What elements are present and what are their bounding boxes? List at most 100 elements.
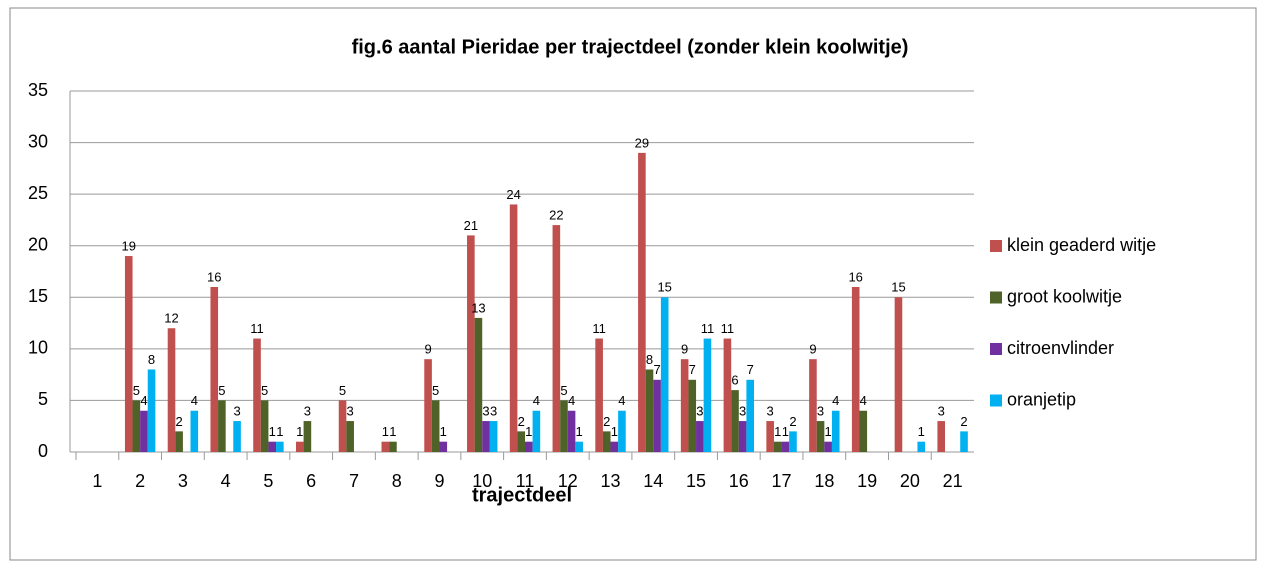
x-tick-label: 17	[772, 471, 792, 491]
bar	[474, 317, 483, 452]
bar	[851, 286, 860, 452]
bar	[723, 338, 732, 452]
data-label: 1	[525, 424, 532, 439]
data-label: 4	[140, 393, 147, 408]
data-label: 5	[261, 383, 268, 398]
bar	[253, 338, 261, 452]
bar	[731, 390, 739, 452]
bar	[190, 410, 199, 452]
data-label: 9	[424, 342, 431, 357]
chart-title: fig.6 aantal Pieridae per trajectdeel (z…	[352, 36, 909, 58]
legend-swatch	[990, 343, 1002, 355]
bar	[831, 410, 840, 452]
data-label: 1	[389, 424, 396, 439]
bar	[859, 410, 868, 452]
data-label: 9	[809, 342, 816, 357]
data-label: 1	[782, 424, 789, 439]
bar	[824, 441, 832, 452]
bar	[738, 421, 747, 452]
x-tick-label: 12	[558, 471, 578, 491]
bar	[233, 421, 241, 452]
data-label: 3	[739, 403, 746, 418]
legend-swatch	[990, 291, 1002, 304]
x-tick-label: 3	[178, 471, 188, 491]
bar	[809, 359, 817, 452]
bar	[680, 359, 689, 452]
bar	[688, 379, 697, 452]
data-label: 8	[148, 352, 155, 367]
x-tick-label: 7	[349, 471, 359, 491]
y-tick-label: 5	[38, 389, 48, 409]
data-label: 21	[464, 218, 478, 233]
bar	[567, 410, 576, 452]
data-label: 5	[560, 383, 567, 398]
x-tick-label: 11	[516, 471, 535, 491]
bar	[509, 204, 518, 452]
data-label: 4	[191, 393, 198, 408]
data-label: 3	[304, 403, 311, 418]
legend-swatch	[990, 240, 1002, 252]
data-label: 2	[789, 414, 796, 429]
bar	[560, 400, 568, 452]
bar	[210, 286, 219, 452]
data-label: 11	[701, 321, 715, 336]
bar	[175, 431, 183, 452]
bar	[467, 235, 475, 452]
data-label: 24	[506, 187, 520, 202]
data-label: 4	[860, 393, 867, 408]
y-tick-label: 35	[28, 80, 48, 100]
data-label: 4	[618, 393, 625, 408]
legend-label: citroenvlinder	[1007, 338, 1114, 358]
data-label: 1	[576, 424, 583, 439]
bar	[140, 410, 148, 452]
bar	[346, 421, 354, 452]
data-label: 1	[440, 424, 447, 439]
bar	[295, 441, 304, 452]
x-tick-label: 19	[857, 471, 877, 491]
data-label: 11	[721, 321, 735, 336]
bar	[276, 441, 284, 452]
data-label: 3	[767, 403, 774, 418]
data-label: 9	[681, 342, 688, 357]
x-tick-label: 13	[601, 471, 621, 491]
data-label: 3	[696, 403, 703, 418]
bar	[618, 410, 626, 452]
data-label: 19	[122, 238, 136, 253]
bar	[167, 328, 176, 452]
data-label: 16	[848, 269, 862, 284]
bar	[602, 431, 611, 452]
bar	[218, 400, 226, 452]
bar	[703, 338, 712, 452]
bar	[653, 379, 661, 452]
chart-border	[9, 7, 1257, 561]
y-tick-label: 0	[38, 441, 48, 461]
bar	[781, 441, 790, 452]
x-tick-label: 2	[135, 471, 145, 491]
bar	[147, 369, 156, 452]
x-tick-label: 20	[900, 471, 920, 491]
bar	[132, 400, 141, 452]
data-label: 16	[207, 269, 221, 284]
data-label: 1	[269, 424, 276, 439]
data-label: 12	[164, 311, 178, 326]
bar	[489, 421, 498, 452]
data-label: 4	[533, 393, 540, 408]
data-label: 1	[918, 424, 925, 439]
bar	[303, 421, 312, 452]
data-label: 6	[731, 373, 738, 388]
bar	[746, 379, 755, 452]
bar	[937, 421, 946, 452]
bar	[424, 359, 432, 452]
x-tick-label: 5	[263, 471, 273, 491]
bar	[816, 421, 825, 452]
bar	[260, 400, 269, 452]
bar	[595, 338, 603, 452]
bar	[960, 431, 968, 452]
data-label: 5	[133, 383, 140, 398]
data-label: 29	[635, 135, 649, 150]
bar	[268, 441, 277, 452]
bar	[552, 225, 561, 452]
data-label: 4	[568, 393, 575, 408]
legend-label: oranjetip	[1007, 389, 1076, 409]
